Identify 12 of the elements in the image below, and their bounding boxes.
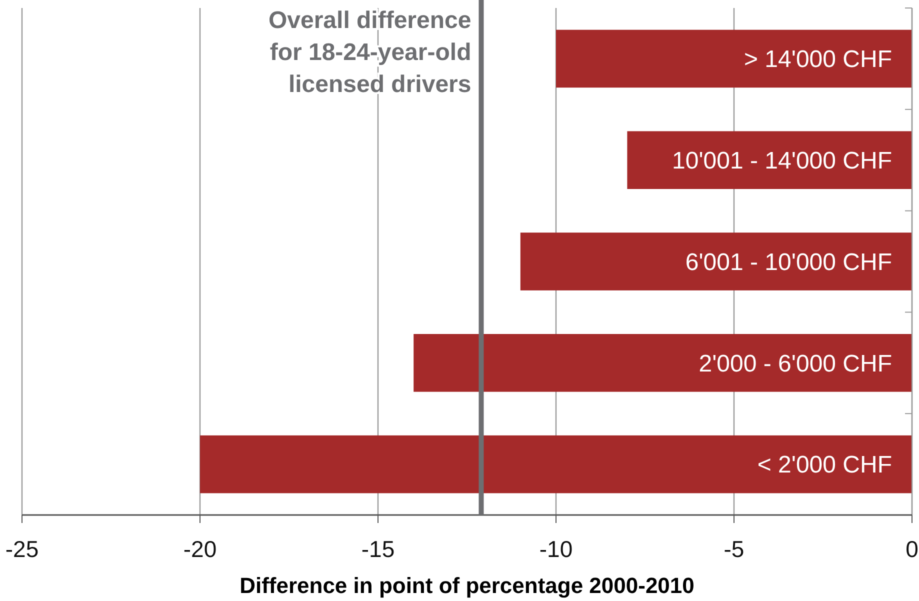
x-tick-label: -15 [361,536,395,562]
y-tick-label: 2'000 - 6'000 CHF [698,350,892,378]
y-tick-label: > 14'000 CHF [744,46,892,74]
x-tick-label: -5 [724,536,744,562]
x-axis-title: Difference in point of percentage 2000-2010 [240,573,694,598]
x-tick-label: 0 [906,536,918,562]
x-tick-label: -25 [5,536,39,562]
x-tick-label: -10 [539,536,573,562]
y-tick-label: 10'001 - 14'000 CHF [672,148,892,174]
y-tick-label: 6'001 - 10'000 CHF [685,248,892,276]
x-tick-label: -20 [183,536,217,562]
y-tick-label: < 2'000 CHF [757,452,892,479]
